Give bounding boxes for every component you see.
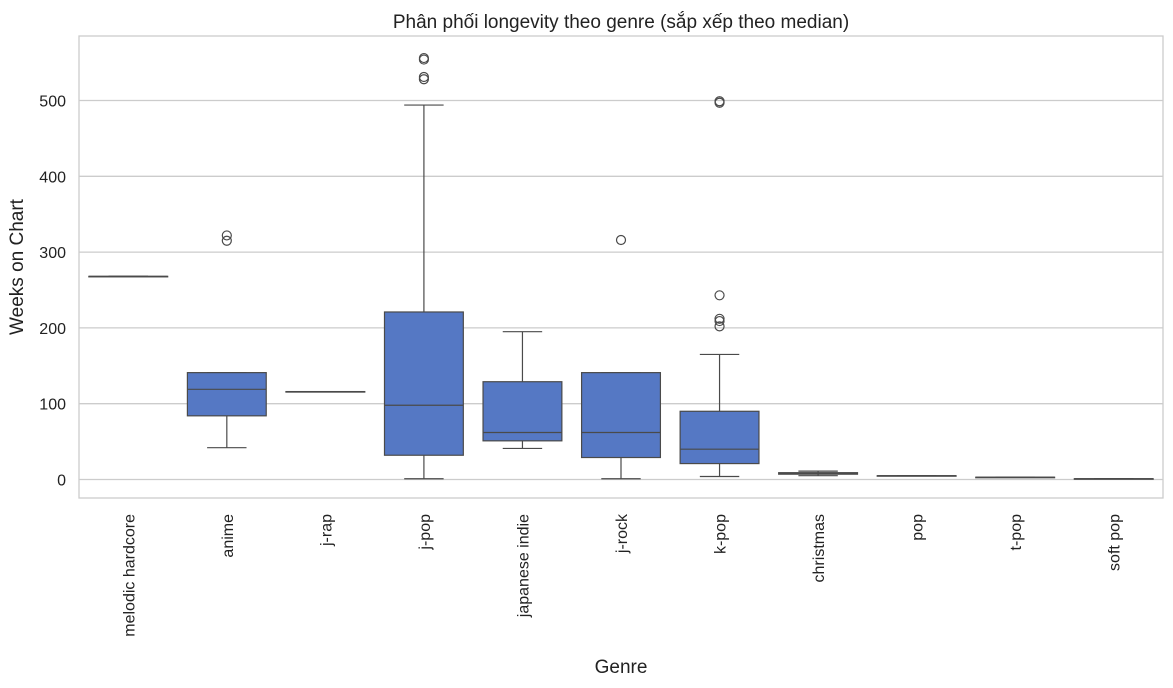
outlier-point — [418, 52, 430, 64]
x-tick-label: j-rap — [318, 514, 335, 547]
box-iqr — [186, 372, 267, 417]
box-k-pop — [679, 96, 760, 478]
y-tick-label: 0 — [57, 473, 66, 490]
x-tick-label: k-pop — [713, 514, 730, 554]
x-tick-label: j-pop — [417, 514, 434, 551]
x-tick-label: anime — [220, 514, 237, 558]
outlier-point — [714, 96, 725, 107]
box-iqr — [580, 372, 662, 459]
y-tick-label: 200 — [39, 321, 66, 338]
plot-frame — [78, 35, 1164, 499]
y-tick-label: 100 — [39, 397, 66, 414]
outlier-point — [714, 321, 725, 332]
boxes — [88, 52, 1154, 480]
y-tick-labels: 0 100 200 300 400 500 — [39, 94, 66, 490]
y-tick-label: 300 — [39, 245, 66, 262]
box-j-rap — [285, 390, 366, 393]
y-axis-label: Weeks on Chart — [7, 198, 28, 335]
x-tick-label: pop — [910, 514, 927, 541]
y-tick-label: 500 — [39, 94, 66, 111]
outlier-point — [418, 71, 430, 83]
box-christmas — [778, 470, 859, 477]
outlier-point — [221, 235, 232, 246]
outlier-point — [615, 234, 627, 246]
x-tick-label: t-pop — [1008, 514, 1025, 551]
box-melodic-hardcore — [88, 275, 169, 278]
box-anime — [186, 230, 267, 449]
x-tick-label: j-rock — [614, 513, 631, 554]
box-j-pop — [383, 52, 464, 480]
x-tick-labels: melodic hardcore anime j-rap j-pop japanese … — [121, 513, 1123, 637]
outlier-point — [418, 74, 430, 85]
box-j-rock — [580, 234, 662, 480]
x-axis-label: Genre — [595, 657, 648, 678]
box-t-pop — [975, 476, 1056, 479]
x-tick-label: japanese indie — [515, 514, 532, 618]
box-iqr — [383, 311, 464, 456]
chart-title: Phân phối longevity theo genre (sắp xếp … — [393, 11, 849, 33]
outlier-point — [221, 230, 232, 241]
outlier-point — [714, 313, 725, 324]
box-japanese-indie — [482, 331, 563, 450]
x-tick-label: christmas — [811, 514, 828, 582]
outlier-point — [714, 315, 725, 327]
outlier-point — [714, 290, 725, 301]
y-tick-label: 400 — [39, 169, 66, 186]
x-tick-label: melodic hardcore — [121, 514, 138, 637]
box-pop — [876, 475, 957, 477]
box-iqr — [679, 410, 760, 465]
box-soft-pop — [1073, 478, 1154, 480]
x-tick-label: soft pop — [1107, 514, 1124, 571]
box-iqr — [482, 381, 563, 442]
